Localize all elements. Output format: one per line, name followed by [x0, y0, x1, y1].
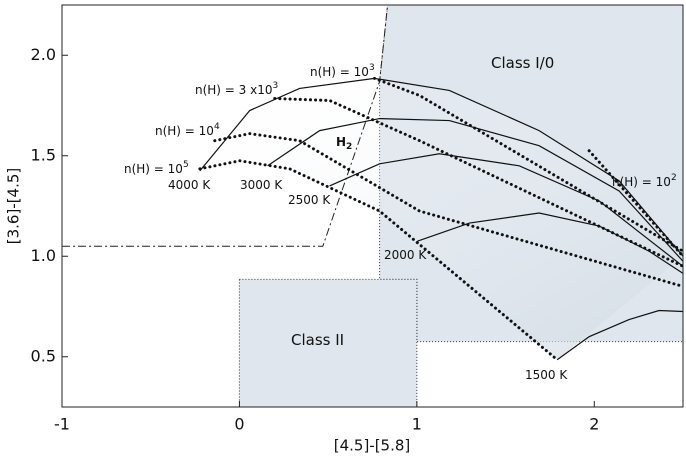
temperature-curve	[199, 77, 684, 257]
annotation: Class II	[291, 331, 344, 349]
annotation-text: Class I/0	[491, 54, 554, 72]
temperature-curve	[267, 117, 684, 262]
density-line	[372, 76, 685, 253]
annotation-text: Class II	[291, 331, 344, 349]
shading	[199, 78, 683, 360]
boundary-line	[62, 4, 389, 247]
temperature-curve	[329, 153, 684, 267]
annotation-text: n(H) = 10	[310, 65, 369, 79]
region	[238, 278, 418, 408]
annotation-text: 2000 K	[384, 248, 427, 262]
subscript: 2	[346, 142, 352, 152]
y-tick-label: 1.0	[31, 246, 56, 265]
annotation-text: n(H) = 3 x10	[195, 83, 273, 97]
x-axis-label: [4.5]-[5.8]	[334, 437, 411, 455]
annotation: n(H) = 3 x103	[195, 81, 278, 97]
annotation: H2	[336, 135, 352, 152]
annotation: n(H) = 105	[124, 160, 189, 176]
y-tick-label: 2.0	[31, 45, 56, 64]
annotation-text: n(H) = 10	[124, 162, 183, 176]
annotation-text: H	[336, 135, 346, 149]
superscript: 2	[671, 173, 677, 183]
annotation: 1500 K	[525, 368, 568, 382]
x-tick-label: 0	[234, 415, 244, 434]
annotation-text: n(H) = 10	[612, 175, 671, 189]
density-line	[198, 159, 559, 362]
superscript: 3	[273, 81, 279, 91]
annotation-text: 2500 K	[288, 193, 331, 207]
plot-frame	[61, 4, 684, 408]
x-tick-label: 2	[589, 415, 599, 434]
annotation: 4000 K	[168, 178, 211, 192]
y-axis-label: [3.6]-[4.5]	[5, 168, 23, 245]
annotation: 3000 K	[240, 178, 283, 192]
x-tick-label: 1	[412, 415, 422, 434]
superscript: 5	[183, 160, 189, 170]
annotation-text: 3000 K	[240, 178, 283, 192]
temperature-curve	[556, 309, 684, 361]
annotation: n(H) = 103	[310, 63, 375, 79]
annotation: n(H) = 104	[155, 122, 220, 138]
y-tick-label: 0.5	[31, 346, 56, 365]
density-line	[213, 132, 685, 288]
temperature-curve	[417, 212, 684, 274]
annotation: Class I/0	[491, 54, 554, 72]
superscript: 3	[369, 63, 375, 73]
superscript: 4	[214, 122, 220, 132]
annotation-text: n(H) = 10	[155, 124, 214, 138]
annotation: 2500 K	[288, 193, 331, 207]
annotation: n(H) = 102	[612, 173, 677, 189]
annotation-text: 1500 K	[525, 368, 568, 382]
y-tick-label: 1.5	[31, 145, 56, 164]
annotation-text: 4000 K	[168, 178, 211, 192]
density-line	[587, 149, 685, 258]
annotation: 2000 K	[384, 248, 427, 262]
x-tick-label: -1	[54, 415, 70, 434]
